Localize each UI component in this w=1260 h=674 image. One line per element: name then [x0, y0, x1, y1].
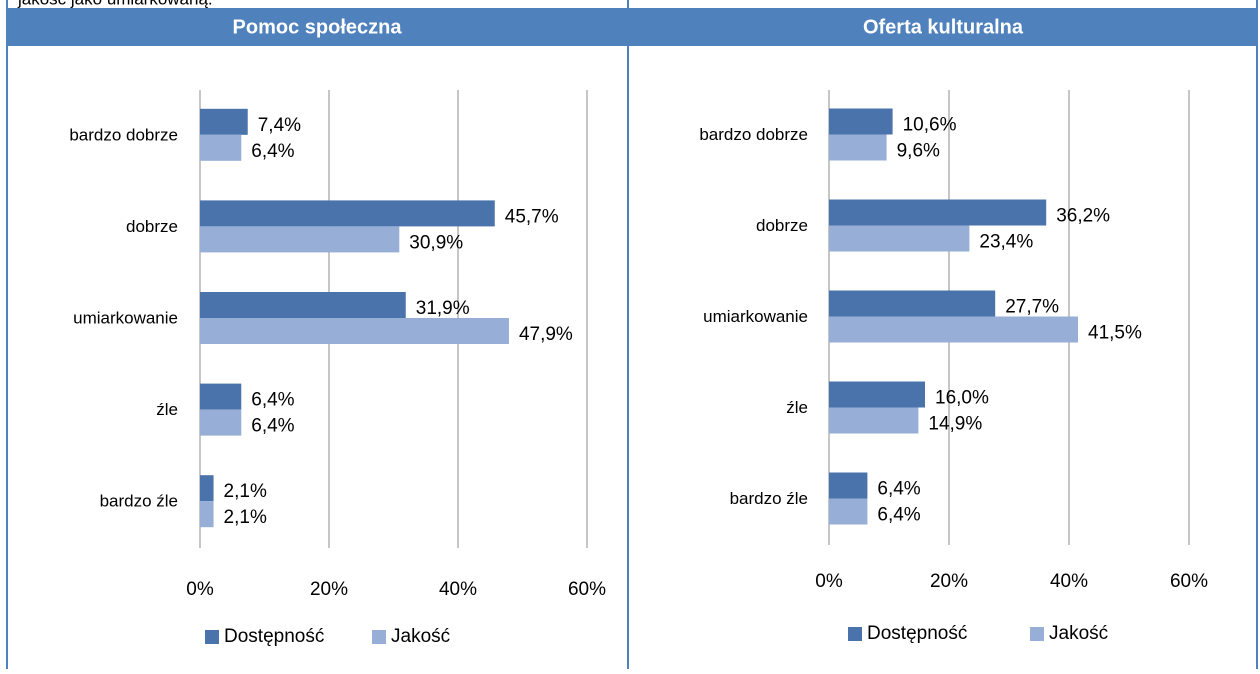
- chart-title: Pomoc społeczna: [233, 16, 403, 38]
- y-tick-label: bardzo dobrze: [69, 125, 178, 144]
- bar: [200, 318, 509, 344]
- data-label: 2,1%: [224, 507, 267, 528]
- y-tick-label: źle: [156, 400, 178, 419]
- x-tick-label: 0%: [186, 579, 214, 600]
- intro-text: jakość jako umiarkowaną.: [17, 0, 213, 8]
- bar: [829, 381, 925, 408]
- data-label: 47,9%: [519, 324, 573, 345]
- bar: [829, 290, 996, 317]
- bar: [200, 409, 242, 436]
- data-label: 2,1%: [224, 481, 267, 502]
- legend-label: Jakość: [391, 626, 450, 647]
- data-label: 23,4%: [979, 232, 1033, 253]
- bar: [829, 498, 868, 525]
- header-bar: [6, 8, 1258, 46]
- data-label: 36,2%: [1056, 206, 1110, 227]
- data-label: 10,6%: [903, 115, 957, 136]
- legend-label: Jakość: [1049, 623, 1108, 644]
- data-label: 6,4%: [251, 390, 294, 411]
- legend-swatch: [848, 627, 862, 641]
- data-label: 41,5%: [1088, 323, 1142, 344]
- y-tick-label: umiarkowanie: [73, 308, 178, 327]
- bar: [200, 108, 248, 135]
- bar: [200, 134, 242, 161]
- y-tick-label: bardzo źle: [730, 489, 808, 508]
- legend-swatch: [1030, 627, 1044, 641]
- bar: [200, 292, 406, 318]
- bar: [829, 134, 887, 161]
- x-tick-label: 20%: [310, 579, 348, 600]
- y-tick-label: bardzo źle: [100, 492, 178, 511]
- bar: [200, 383, 242, 410]
- y-tick-label: źle: [786, 398, 808, 417]
- y-tick-label: dobrze: [126, 217, 178, 236]
- bar: [200, 200, 495, 227]
- data-label: 7,4%: [258, 115, 301, 136]
- data-label: 30,9%: [409, 232, 463, 253]
- data-label: 16,0%: [935, 388, 989, 409]
- bar: [829, 472, 868, 499]
- bar: [200, 475, 214, 502]
- data-label: 45,7%: [505, 206, 559, 227]
- bar: [200, 501, 214, 528]
- legend-label: Dostępność: [224, 626, 324, 647]
- data-label: 31,9%: [416, 298, 470, 319]
- legend-swatch: [205, 630, 219, 644]
- bar: [829, 108, 893, 135]
- x-tick-label: 60%: [568, 579, 606, 600]
- data-label: 6,4%: [251, 416, 294, 437]
- x-tick-label: 20%: [930, 571, 968, 592]
- data-label: 14,9%: [928, 414, 982, 435]
- chart-title: Oferta kulturalna: [863, 16, 1024, 38]
- y-tick-label: bardzo dobrze: [699, 125, 808, 144]
- legend-label: Dostępność: [867, 623, 967, 644]
- bar: [829, 407, 919, 434]
- bar: [829, 316, 1078, 343]
- x-tick-label: 40%: [1050, 571, 1088, 592]
- y-tick-label: dobrze: [756, 216, 808, 235]
- data-label: 6,4%: [877, 479, 920, 500]
- x-tick-label: 40%: [439, 579, 477, 600]
- y-tick-label: umiarkowanie: [703, 307, 808, 326]
- data-label: 9,6%: [897, 141, 940, 162]
- legend-swatch: [372, 630, 386, 644]
- x-tick-label: 0%: [815, 571, 843, 592]
- data-label: 27,7%: [1005, 297, 1059, 318]
- data-label: 6,4%: [251, 141, 294, 162]
- bar: [829, 225, 970, 252]
- x-tick-label: 60%: [1170, 571, 1208, 592]
- data-label: 6,4%: [877, 505, 920, 526]
- bar: [200, 226, 400, 253]
- bar: [829, 199, 1047, 226]
